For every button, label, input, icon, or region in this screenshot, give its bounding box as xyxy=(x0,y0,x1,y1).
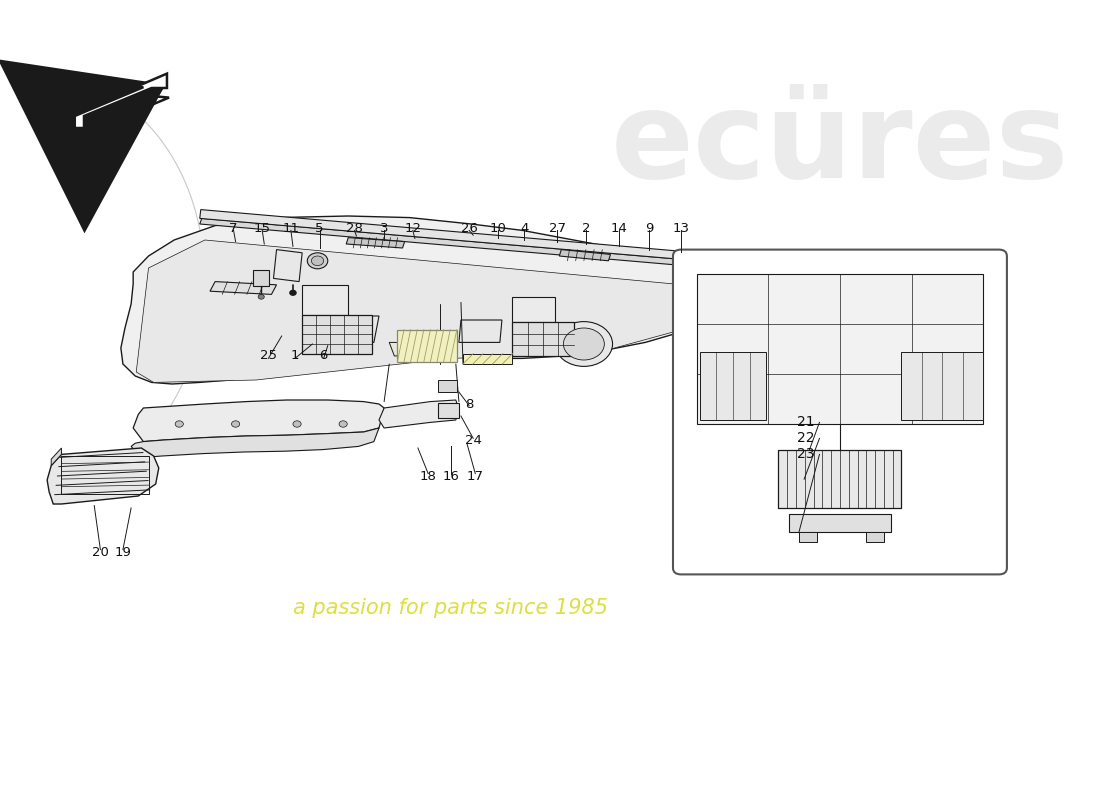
Text: 1: 1 xyxy=(290,350,299,362)
FancyBboxPatch shape xyxy=(700,352,767,420)
Text: 28: 28 xyxy=(346,222,363,234)
Polygon shape xyxy=(47,448,158,504)
FancyBboxPatch shape xyxy=(779,450,901,508)
Text: 25: 25 xyxy=(260,350,277,362)
Text: 26: 26 xyxy=(461,222,477,234)
Circle shape xyxy=(307,253,328,269)
Polygon shape xyxy=(121,216,727,384)
Text: 3: 3 xyxy=(379,222,388,234)
FancyBboxPatch shape xyxy=(397,330,456,362)
Text: a passion for parts since 1985: a passion for parts since 1985 xyxy=(294,598,608,618)
FancyBboxPatch shape xyxy=(439,380,456,392)
Text: 8: 8 xyxy=(465,398,473,410)
Circle shape xyxy=(311,256,323,266)
FancyBboxPatch shape xyxy=(789,514,891,532)
Text: 20: 20 xyxy=(92,546,109,558)
Circle shape xyxy=(563,328,604,360)
Circle shape xyxy=(258,294,264,299)
Text: 9: 9 xyxy=(646,222,653,234)
Polygon shape xyxy=(131,428,380,458)
Text: 12: 12 xyxy=(405,222,421,234)
Polygon shape xyxy=(389,342,455,356)
Text: 4: 4 xyxy=(520,222,529,234)
FancyBboxPatch shape xyxy=(901,352,983,420)
Polygon shape xyxy=(75,96,169,130)
Polygon shape xyxy=(379,400,459,428)
Polygon shape xyxy=(463,354,513,364)
Text: 27: 27 xyxy=(549,222,565,234)
FancyBboxPatch shape xyxy=(513,322,573,356)
Text: 24: 24 xyxy=(465,434,482,446)
Circle shape xyxy=(339,421,348,427)
Polygon shape xyxy=(136,240,717,382)
Polygon shape xyxy=(210,282,276,294)
FancyBboxPatch shape xyxy=(696,274,983,424)
Polygon shape xyxy=(133,400,384,442)
Text: 23: 23 xyxy=(796,447,814,462)
Polygon shape xyxy=(200,218,717,268)
Polygon shape xyxy=(559,250,610,261)
FancyBboxPatch shape xyxy=(439,403,459,418)
Text: 10: 10 xyxy=(490,222,506,234)
Text: 11: 11 xyxy=(283,222,299,234)
Polygon shape xyxy=(52,448,62,466)
Text: 6: 6 xyxy=(319,350,328,362)
Circle shape xyxy=(290,290,296,295)
FancyBboxPatch shape xyxy=(302,315,372,354)
FancyBboxPatch shape xyxy=(673,250,1006,574)
Text: 7: 7 xyxy=(229,222,238,234)
Text: 16: 16 xyxy=(442,470,459,482)
Circle shape xyxy=(231,421,240,427)
FancyBboxPatch shape xyxy=(799,532,817,542)
Text: 5: 5 xyxy=(316,222,323,234)
Text: 18: 18 xyxy=(420,470,437,482)
Text: 13: 13 xyxy=(673,222,690,234)
Text: ecüres: ecüres xyxy=(610,86,1069,202)
Text: 14: 14 xyxy=(610,222,627,234)
Circle shape xyxy=(556,322,613,366)
Polygon shape xyxy=(274,250,302,282)
Polygon shape xyxy=(459,320,502,342)
Polygon shape xyxy=(346,238,405,248)
FancyBboxPatch shape xyxy=(302,285,349,315)
Polygon shape xyxy=(338,316,379,342)
Text: 19: 19 xyxy=(114,546,131,558)
Text: 2: 2 xyxy=(582,222,591,234)
Circle shape xyxy=(293,421,301,427)
Polygon shape xyxy=(200,210,717,262)
Circle shape xyxy=(175,421,184,427)
Polygon shape xyxy=(75,74,167,128)
Text: 22: 22 xyxy=(796,431,814,446)
FancyBboxPatch shape xyxy=(866,532,884,542)
Text: 15: 15 xyxy=(254,222,271,234)
FancyBboxPatch shape xyxy=(513,297,556,322)
Text: 21: 21 xyxy=(796,415,814,430)
FancyBboxPatch shape xyxy=(253,270,270,286)
Text: 17: 17 xyxy=(466,470,484,482)
